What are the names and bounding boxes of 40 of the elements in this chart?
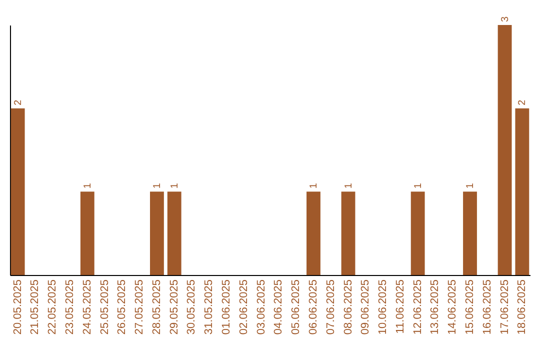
x-tick-label: 20.05.2025	[12, 280, 24, 335]
x-tick-label: 18.06.2025	[516, 280, 528, 335]
x-tick-label: 10.06.2025	[377, 280, 390, 335]
x-tick-label: 01.06.2025	[220, 280, 233, 335]
data-label: 2	[517, 99, 528, 106]
x-tick-label: 17.06.2025	[498, 280, 511, 335]
data-label: 1	[82, 182, 94, 189]
data-label: 2	[12, 99, 24, 106]
x-tick-label: 31.05.2025	[203, 280, 216, 335]
x-tick-label: 11.06.2025	[394, 280, 406, 334]
x-tick-label: 02.06.2025	[238, 280, 250, 335]
x-tick-label: 23.05.2025	[64, 280, 76, 335]
data-label: 1	[308, 182, 320, 189]
x-tick-label: 12.06.2025	[412, 280, 424, 335]
x-tick-label: 29.05.2025	[168, 280, 180, 335]
data-label: 1	[152, 182, 163, 189]
data-label: 1	[169, 182, 180, 189]
x-tick-label: 07.06.2025	[324, 280, 337, 335]
data-label: 1	[412, 182, 424, 189]
x-tick-label: 15.06.2025	[464, 280, 476, 335]
x-tick-label: 03.06.2025	[255, 280, 268, 335]
x-tick-label: 27.05.2025	[134, 280, 146, 335]
data-label: 1	[343, 182, 354, 189]
x-tick-label: 16.06.2025	[481, 280, 494, 335]
data-label: 3	[500, 16, 511, 22]
x-tick-label: 09.06.2025	[360, 280, 372, 335]
x-tick-label: 25.05.2025	[98, 280, 111, 335]
x-tick-label: 08.06.2025	[342, 280, 354, 335]
x-tick-label: 05.06.2025	[290, 280, 302, 335]
x-tick-label: 13.06.2025	[429, 280, 442, 335]
x-tick-label: 04.06.2025	[272, 280, 285, 335]
x-tick-label: 14.06.2025	[446, 280, 459, 335]
x-tick-label: 30.05.2025	[186, 280, 198, 335]
x-tick-label: 22.05.2025	[46, 280, 59, 335]
x-tick-label: 26.05.2025	[116, 280, 128, 335]
data-label: 1	[465, 182, 476, 189]
x-tick-label: 28.05.2025	[150, 280, 163, 335]
x-tick-label: 06.06.2025	[307, 280, 320, 335]
x-tick-label: 21.05.2025	[29, 280, 42, 335]
x-tick-label: 24.05.2025	[81, 280, 94, 335]
